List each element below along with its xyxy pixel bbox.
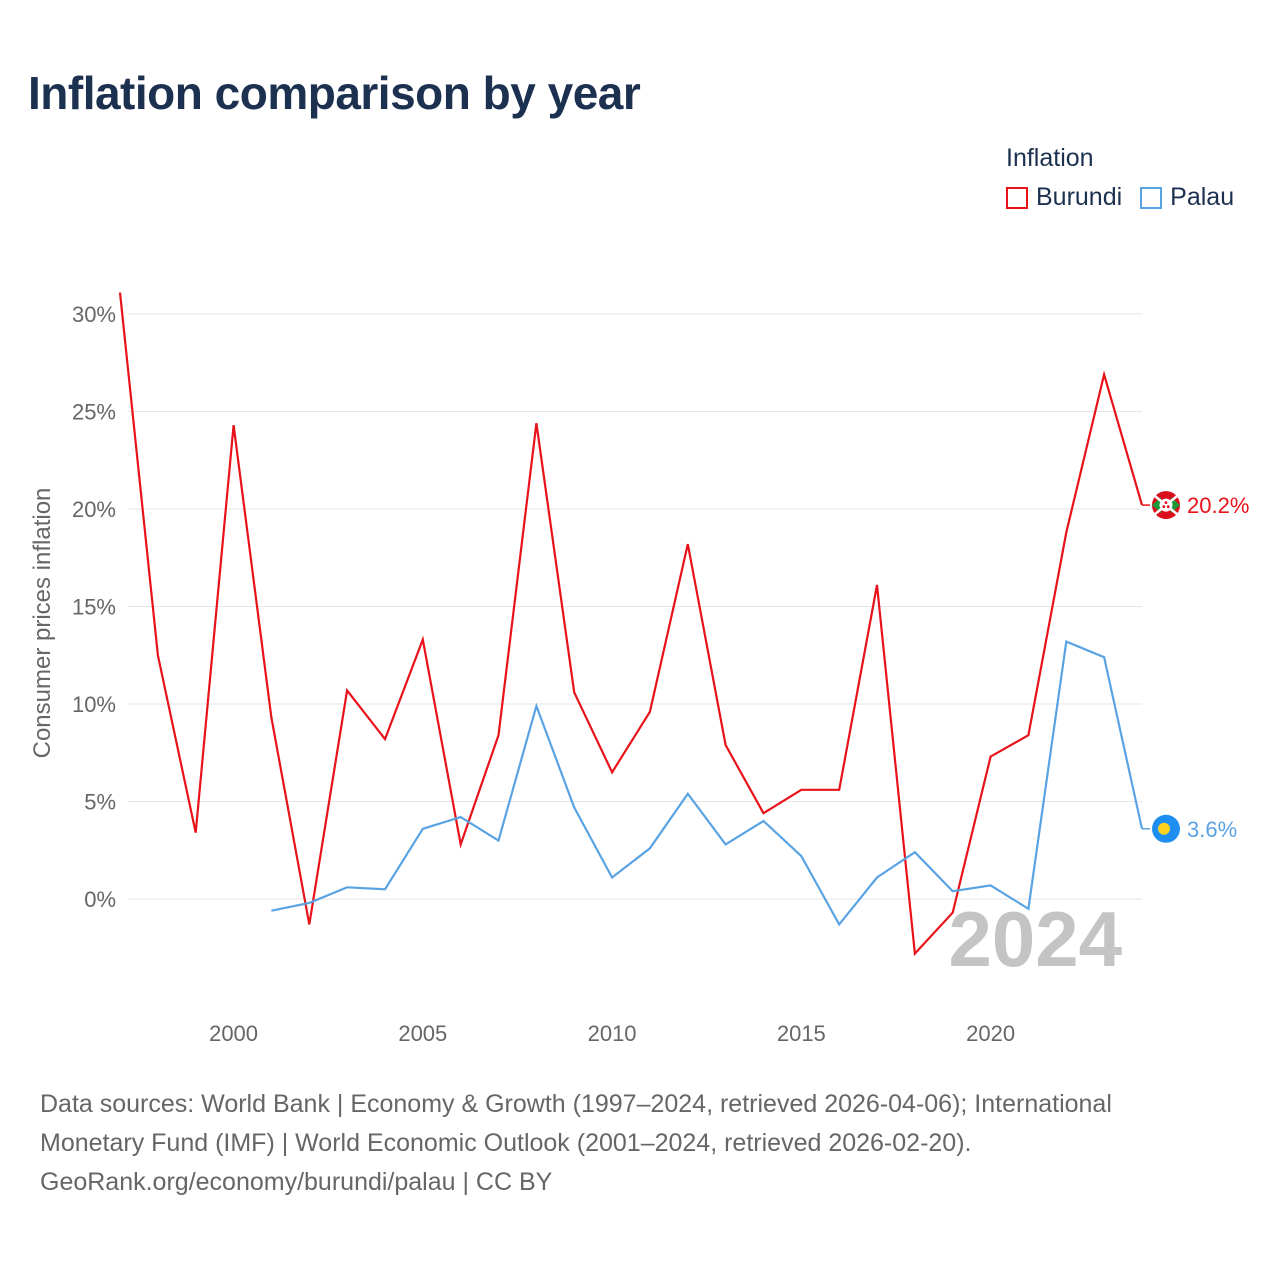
y-axis-ticks: 0% 5% 10% 15% 20% 25% 30% bbox=[72, 302, 116, 912]
legend-label-palau: Palau bbox=[1170, 183, 1235, 211]
legend-swatch-burundi bbox=[1006, 186, 1028, 209]
y-tick-label: 25% bbox=[72, 400, 116, 425]
y-tick-label: 0% bbox=[84, 887, 116, 912]
palau-flag-icon bbox=[1152, 814, 1180, 843]
x-tick-label: 2005 bbox=[398, 1021, 447, 1046]
y-tick-label: 10% bbox=[72, 692, 116, 717]
y-tick-label: 30% bbox=[72, 302, 116, 327]
legend-items: Burundi Palau bbox=[1006, 183, 1234, 212]
x-tick-label: 2010 bbox=[588, 1021, 637, 1046]
x-tick-label: 2020 bbox=[966, 1021, 1015, 1046]
end-markers: 20.2% 3.6% bbox=[1142, 491, 1249, 843]
series-line-palau[interactable] bbox=[271, 640, 1144, 927]
y-tick-label: 20% bbox=[72, 497, 116, 522]
line-chart: 0% 5% 10% 15% 20% 25% 30% 2000 2005 2010 2015 2020… bbox=[29, 292, 1249, 1046]
gridlines bbox=[128, 313, 1142, 900]
y-tick-label: 5% bbox=[84, 790, 116, 815]
chart-title: Inflation comparison by year bbox=[28, 67, 641, 119]
legend-item-palau[interactable]: Palau bbox=[1140, 183, 1234, 212]
y-axis-label: Consumer prices inflation bbox=[29, 488, 56, 759]
legend-swatch-palau bbox=[1140, 186, 1163, 209]
end-label-palau: 3.6% bbox=[1187, 817, 1237, 842]
year-watermark: 2024 bbox=[948, 895, 1122, 983]
series-lines bbox=[118, 292, 1144, 957]
burundi-flag-icon bbox=[1152, 491, 1180, 520]
footer-line-3: GeoRank.org/economy/burundi/palau | CC B… bbox=[40, 1168, 553, 1196]
legend-item-burundi[interactable]: Burundi bbox=[1006, 183, 1122, 212]
x-axis-ticks: 2000 2005 2010 2015 2020 bbox=[209, 1021, 1015, 1046]
legend-label-burundi: Burundi bbox=[1036, 183, 1123, 211]
footer-line-2: Monetary Fund (IMF) | World Economic Out… bbox=[40, 1129, 972, 1157]
legend-title: Inflation bbox=[1006, 144, 1094, 172]
footer-sources: Data sources: World Bank | Economy & Gro… bbox=[40, 1085, 1220, 1202]
legend: Inflation Burundi Palau bbox=[1006, 144, 1234, 212]
y-tick-label: 15% bbox=[72, 595, 116, 620]
x-tick-label: 2015 bbox=[777, 1021, 826, 1046]
series-line-burundi[interactable] bbox=[118, 292, 1144, 957]
end-label-burundi: 20.2% bbox=[1187, 493, 1249, 518]
x-tick-label: 2000 bbox=[209, 1021, 258, 1046]
footer-line-1: Data sources: World Bank | Economy & Gro… bbox=[40, 1090, 1112, 1118]
